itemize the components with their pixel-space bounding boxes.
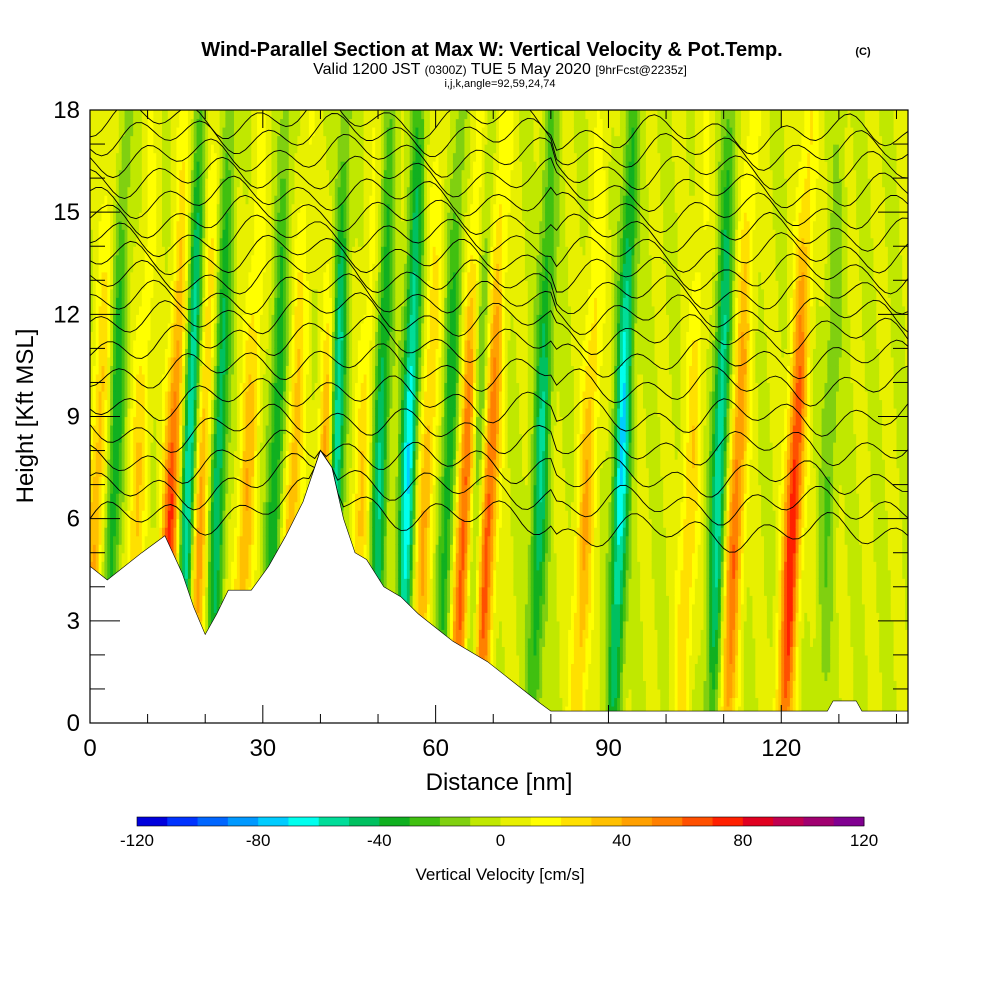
colorbar-swatch xyxy=(198,817,229,826)
colorbar-swatch xyxy=(137,817,168,826)
colorbar-swatch xyxy=(167,817,198,826)
colorbar-tick-label: -40 xyxy=(367,831,392,850)
colorbar-swatch xyxy=(682,817,713,826)
valid-prefix: Valid 1200 JST xyxy=(313,61,421,78)
y-tick-label: 3 xyxy=(67,608,80,635)
valid-date: TUE 5 May 2020 xyxy=(471,61,591,78)
colorbar-swatch xyxy=(319,817,350,826)
chart-canvas: Wind-Parallel Section at Max W: Vertical… xyxy=(0,0,1000,1000)
valid-zulu: (0300Z) xyxy=(425,63,467,77)
colorbar-swatch xyxy=(379,817,410,826)
colorbar-swatch xyxy=(410,817,441,826)
y-tick-label: 12 xyxy=(53,301,80,328)
colorbar-tick-label: -120 xyxy=(120,831,154,850)
colorbar-swatch xyxy=(834,817,865,826)
y-tick-label: 15 xyxy=(53,199,80,226)
colorbar-swatch xyxy=(803,817,834,826)
valid-time-line: Valid 1200 JST (0300Z) TUE 5 May 2020 [9… xyxy=(313,61,687,78)
colorbar-ticks: -120 -80 -40 0 40 80 120 xyxy=(120,831,878,850)
colorbar-swatch xyxy=(561,817,592,826)
y-tick-label: 0 xyxy=(67,710,80,737)
colorbar-tick-label: 40 xyxy=(612,831,631,850)
figure: Wind-Parallel Section at Max W: Vertical… xyxy=(0,0,1000,1000)
colorbar-swatch xyxy=(591,817,622,826)
colorbar-tick-label: -80 xyxy=(246,831,271,850)
colorbar-label: Vertical Velocity [cm/s] xyxy=(415,865,584,884)
colorbar-tick-label: 80 xyxy=(733,831,752,850)
colorbar-swatch xyxy=(622,817,653,826)
colorbar-swatch xyxy=(228,817,259,826)
x-tick-label: 90 xyxy=(595,735,622,762)
colorbar-swatch xyxy=(773,817,804,826)
x-tick-label: 60 xyxy=(422,735,449,762)
copyright-mark: (C) xyxy=(855,46,871,58)
forecast-info: [9hrFcst@2235z] xyxy=(595,63,687,77)
colorbar-swatch xyxy=(288,817,319,826)
chart-title: Wind-Parallel Section at Max W: Vertical… xyxy=(201,39,782,61)
x-tick-label: 30 xyxy=(249,735,276,762)
colorbar-tick-label: 0 xyxy=(496,831,505,850)
colorbar xyxy=(137,817,865,826)
colorbar-swatch xyxy=(470,817,501,826)
colorbar-swatch xyxy=(258,817,289,826)
colorbar-swatch xyxy=(652,817,683,826)
colorbar-swatch xyxy=(713,817,744,826)
colorbar-tick-label: 120 xyxy=(850,831,878,850)
y-tick-label: 9 xyxy=(67,404,80,431)
x-tick-label: 0 xyxy=(83,735,96,762)
colorbar-swatch xyxy=(440,817,471,826)
y-tick-label: 6 xyxy=(67,506,80,533)
y-tick-label: 18 xyxy=(53,97,80,124)
colorbar-swatch xyxy=(501,817,532,826)
grid-indices: i,j,k,angle=92,59,24,74 xyxy=(444,78,555,90)
colorbar-swatch xyxy=(349,817,380,826)
y-axis-title: Height [Kft MSL] xyxy=(12,329,39,504)
x-axis-title: Distance [nm] xyxy=(426,769,573,796)
colorbar-swatch xyxy=(743,817,774,826)
x-tick-label: 120 xyxy=(761,735,801,762)
colorbar-swatch xyxy=(531,817,562,826)
